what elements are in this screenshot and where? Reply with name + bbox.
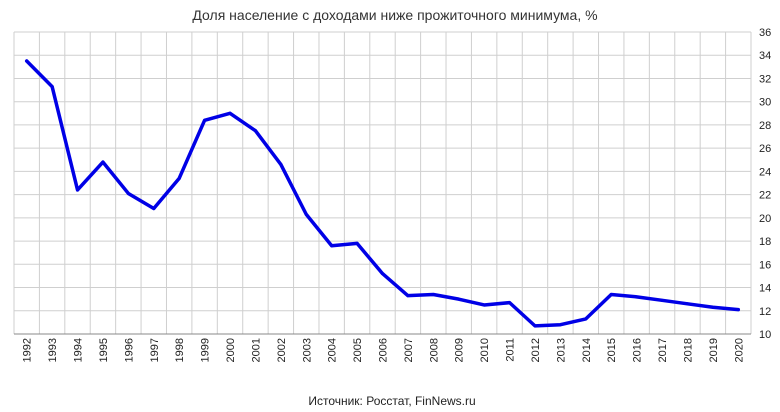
data-point	[228, 111, 232, 115]
chart-title: Доля население с доходами ниже прожиточн…	[192, 7, 597, 23]
data-point	[203, 118, 207, 122]
data-point	[711, 305, 715, 309]
x-tick-label: 1995	[98, 338, 110, 362]
x-tick-label: 1996	[123, 338, 135, 362]
chart-source: Источник: Росстат, FinNews.ru	[308, 394, 475, 408]
y-tick-label: 28	[759, 120, 771, 132]
x-tick-labels: 1992 1993 1994 1995 1996 1997 1998 1999 2000 2001…	[22, 338, 746, 362]
x-tick-label: 1993	[47, 338, 59, 362]
data-point	[406, 294, 410, 298]
y-tick-label: 32	[759, 73, 771, 85]
data-point	[76, 188, 80, 192]
x-tick-label: 2014	[581, 338, 593, 362]
data-point	[508, 301, 512, 305]
data-point	[482, 303, 486, 307]
data-point	[457, 297, 461, 301]
x-tick-label: 2016	[632, 338, 644, 362]
x-tick-label: 1997	[149, 338, 161, 362]
x-tick-label: 1998	[174, 338, 186, 362]
x-tick-label: 1992	[22, 338, 34, 362]
data-point	[736, 308, 740, 312]
data-point	[584, 317, 588, 321]
data-point	[431, 293, 435, 297]
x-tick-label: 2001	[250, 338, 262, 362]
y-tick-label: 16	[759, 259, 771, 271]
data-point	[304, 212, 308, 216]
data-point	[660, 298, 664, 302]
x-tick-label: 2007	[403, 338, 415, 362]
data-point	[253, 129, 257, 133]
x-tick-label: 2017	[657, 338, 669, 362]
series	[24, 59, 741, 328]
y-tick-label: 12	[759, 306, 771, 318]
data-point	[279, 162, 283, 166]
data-point	[126, 191, 130, 195]
data-point	[685, 302, 689, 306]
x-tick-label: 2000	[225, 338, 237, 362]
x-tick-label: 1999	[200, 338, 212, 362]
y-tick-label: 24	[759, 166, 771, 178]
data-point	[635, 295, 639, 299]
y-tick-label: 18	[759, 236, 771, 248]
y-tick-label: 26	[759, 143, 771, 155]
y-tick-label: 22	[759, 190, 771, 202]
x-tick-label: 2013	[555, 338, 567, 362]
data-point	[533, 324, 537, 328]
x-tick-label: 2019	[708, 338, 720, 362]
y-tick-labels: 10 12 14 16 18 20 22 24 26 28 30 32 34 36	[759, 27, 771, 341]
grid	[13, 31, 752, 335]
y-tick-label: 14	[759, 283, 771, 295]
data-point	[381, 272, 384, 276]
x-tick-label: 2010	[479, 338, 491, 362]
data-point	[609, 293, 613, 297]
y-tick-label: 34	[759, 50, 771, 62]
y-tick-label: 30	[759, 97, 771, 109]
x-tick-label: 2003	[301, 338, 313, 362]
x-tick-label: 2006	[378, 338, 390, 362]
y-tick-label: 20	[759, 213, 771, 225]
x-tick-label: 2020	[733, 338, 745, 362]
x-tick-label: 2008	[428, 338, 440, 362]
x-tick-label: 2009	[454, 338, 466, 362]
x-tick-label: 2018	[682, 338, 694, 362]
x-tick-label: 2004	[327, 338, 339, 362]
data-point	[50, 85, 54, 89]
x-tick-label: 2015	[606, 338, 618, 362]
data-point	[25, 59, 29, 63]
x-tick-label: 2011	[505, 338, 517, 362]
data-point	[558, 323, 562, 327]
x-tick-label: 2005	[352, 338, 364, 362]
x-tick-label: 2002	[276, 338, 288, 362]
data-point	[177, 176, 181, 180]
data-point	[355, 241, 359, 245]
x-tick-label: 2012	[530, 338, 542, 362]
data-point	[152, 207, 156, 211]
data-point	[330, 244, 334, 248]
y-tick-label: 10	[759, 329, 771, 341]
data-point	[101, 160, 105, 164]
x-tick-label: 1994	[73, 338, 85, 362]
series-line	[24, 59, 741, 328]
y-tick-label: 36	[759, 27, 771, 39]
